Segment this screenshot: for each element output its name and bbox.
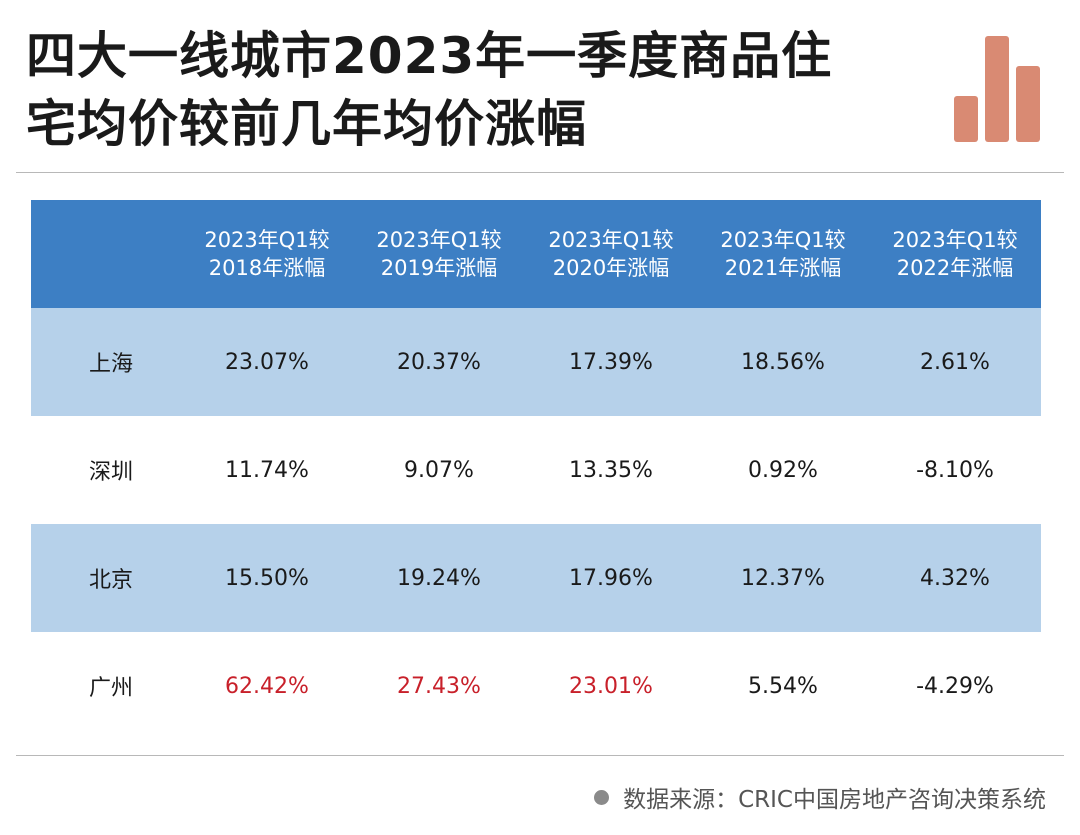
growth-value-cell: 0.92%: [748, 457, 818, 483]
growth-value-cell: -8.10%: [916, 457, 994, 483]
chart-title-line-2: 宅均价较前几年均价涨幅: [26, 95, 587, 153]
column-header: 2023年Q1较 2022年涨幅: [869, 200, 1041, 308]
city-label: 上海: [89, 352, 134, 377]
growth-value-cell: 20.37%: [397, 349, 481, 375]
growth-value-cell: 19.24%: [397, 565, 481, 591]
table-row: 上海 23.07% 20.37% 17.39% 18.56% 2.61%: [31, 308, 1041, 416]
city-label: 深圳: [89, 460, 134, 485]
city-label: 北京: [89, 568, 134, 593]
column-header-line-1: 2023年Q1较: [892, 228, 1018, 252]
price-growth-table: 2023年Q1较 2018年涨幅 2023年Q1较 2019年涨幅 2023年Q1较…: [31, 200, 1041, 740]
growth-value-cell: 23.07%: [225, 349, 309, 375]
bullet-dot-icon: [594, 789, 610, 805]
column-header: 2023年Q1较 2018年涨幅: [181, 200, 353, 308]
bottom-divider: [16, 755, 1064, 756]
growth-value-cell: 9.07%: [404, 457, 474, 483]
column-header-line-2: 2022年涨幅: [896, 256, 1014, 280]
column-header-line-1: 2023年Q1较: [720, 228, 846, 252]
growth-value-cell: 15.50%: [225, 565, 309, 591]
data-source-text: 数据来源：CRIC中国房地产咨询决策系统: [623, 787, 1046, 813]
column-header: 2023年Q1较 2020年涨幅: [525, 200, 697, 308]
growth-value-cell: 11.74%: [225, 457, 309, 483]
growth-value-cell: 17.96%: [569, 565, 653, 591]
growth-value-cell: 2.61%: [920, 349, 990, 375]
header-corner-cell: [31, 200, 181, 308]
table-header-row: 2023年Q1较 2018年涨幅 2023年Q1较 2019年涨幅 2023年Q1较…: [31, 200, 1041, 308]
column-header-line-2: 2020年涨幅: [552, 256, 670, 280]
growth-value-cell: -4.29%: [916, 673, 994, 699]
table-row: 深圳 11.74% 9.07% 13.35% 0.92% -8.10%: [31, 416, 1041, 524]
city-label: 广州: [89, 676, 134, 701]
data-source-note: 数据来源：CRIC中国房地产咨询决策系统: [594, 780, 1046, 814]
column-header-line-2: 2021年涨幅: [724, 256, 842, 280]
chart-title: 四大一线城市2023年一季度商品住 宅均价较前几年均价涨幅: [26, 22, 926, 158]
growth-value-cell: 17.39%: [569, 349, 653, 375]
logo-bar-middle: [985, 36, 1009, 142]
growth-value-cell: 5.54%: [748, 673, 818, 699]
table-row: 北京 15.50% 19.24% 17.96% 12.37% 4.32%: [31, 524, 1041, 632]
growth-value-cell: 12.37%: [741, 565, 825, 591]
growth-value-cell: 23.01%: [569, 673, 653, 699]
logo-bar-right: [1016, 66, 1040, 142]
column-header-line-1: 2023年Q1较: [204, 228, 330, 252]
growth-value-cell: 4.32%: [920, 565, 990, 591]
logo-bar-left: [954, 96, 978, 142]
growth-value-cell: 62.42%: [225, 673, 309, 699]
top-divider: [16, 172, 1064, 173]
column-header-line-1: 2023年Q1较: [548, 228, 674, 252]
column-header: 2023年Q1较 2019年涨幅: [353, 200, 525, 308]
bar-chart-logo-icon: [954, 36, 1040, 142]
growth-value-cell: 13.35%: [569, 457, 653, 483]
column-header: 2023年Q1较 2021年涨幅: [697, 200, 869, 308]
table-body: 上海 23.07% 20.37% 17.39% 18.56% 2.61% 深圳 11.74% 9…: [31, 308, 1041, 740]
chart-title-line-1: 四大一线城市2023年一季度商品住: [26, 27, 833, 85]
column-header-line-1: 2023年Q1较: [376, 228, 502, 252]
growth-value-cell: 27.43%: [397, 673, 481, 699]
column-header-line-2: 2018年涨幅: [208, 256, 326, 280]
table-row: 广州 62.42% 27.43% 23.01% 5.54% -4.29%: [31, 632, 1041, 740]
column-header-line-2: 2019年涨幅: [380, 256, 498, 280]
growth-value-cell: 18.56%: [741, 349, 825, 375]
